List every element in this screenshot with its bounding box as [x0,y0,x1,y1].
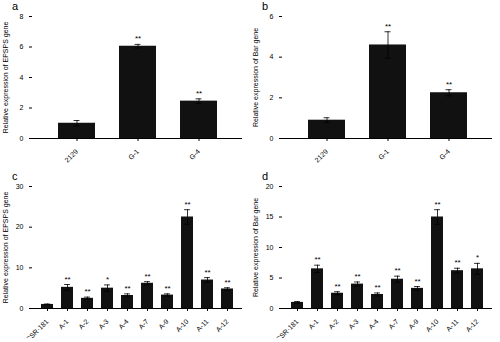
svg-text:A-11: A-11 [195,318,210,333]
html-text:b: b [262,0,269,12]
svg-text:8: 8 [20,13,24,20]
svg-text:4: 4 [20,74,24,81]
svg-text:A-7: A-7 [387,318,400,331]
svg-text:**: ** [224,278,230,287]
svg-text:0: 0 [270,135,274,142]
svg-text:CSR·181: CSR·181 [24,318,49,342]
svg-text:**: ** [135,34,141,43]
svg-text:A-4: A-4 [367,318,380,331]
svg-text:A-11: A-11 [445,318,460,333]
svg-text:**: ** [434,200,440,209]
svg-text:2129: 2129 [63,148,79,164]
svg-text:10: 10 [16,264,24,271]
svg-text:**: ** [196,89,202,98]
svg-text:A-1: A-1 [307,318,320,331]
svg-text:A-2: A-2 [327,318,340,331]
svg-text:**: ** [394,266,400,275]
svg-text:**: ** [64,275,70,284]
svg-text:4: 4 [270,53,274,60]
html-text:a: a [12,0,19,12]
svg-text:6: 6 [270,13,274,20]
svg-text:G-1: G-1 [377,148,390,161]
svg-text:A-10: A-10 [424,318,439,333]
html-text:d: d [262,170,269,182]
svg-text:Relative expression of EPSPS g: Relative expression of EPSPS gene [2,192,10,304]
svg-text:Relative expression of Bar gen: Relative expression of Bar gene [252,198,260,297]
svg-text:**: ** [144,272,150,281]
svg-text:*: * [106,275,109,284]
svg-text:**: ** [84,287,90,296]
svg-text:A-10: A-10 [174,318,189,333]
svg-text:**: ** [124,284,130,293]
svg-text:15: 15 [266,213,274,220]
svg-text:Relative expression of EPSPS g: Relative expression of EPSPS gene [2,22,10,134]
svg-text:G-4: G-4 [438,148,451,161]
svg-text:2: 2 [20,104,24,111]
svg-text:A-3: A-3 [347,318,360,331]
svg-text:A-3: A-3 [97,318,110,331]
svg-text:**: ** [164,284,170,293]
svg-text:10: 10 [266,244,274,251]
svg-text:20: 20 [266,183,274,190]
svg-text:2129: 2129 [313,148,329,164]
svg-text:2: 2 [270,94,274,101]
svg-text:A-7: A-7 [137,318,150,331]
svg-text:0: 0 [270,305,274,312]
svg-text:**: ** [334,282,340,291]
svg-text:**: ** [354,272,360,281]
svg-text:A-9: A-9 [407,318,420,331]
svg-text:A-12: A-12 [464,318,479,333]
svg-text:20: 20 [16,223,24,230]
svg-text:0: 0 [20,135,24,142]
svg-text:G-4: G-4 [188,148,201,161]
svg-text:6: 6 [20,43,24,50]
svg-text:0: 0 [20,305,24,312]
svg-text:**: ** [314,255,320,264]
svg-text:A-9: A-9 [157,318,170,331]
svg-text:**: ** [446,80,452,89]
html-text:c: c [12,170,18,182]
svg-text:30: 30 [16,183,24,190]
svg-text:A-4: A-4 [117,318,130,331]
svg-text:**: ** [204,268,210,277]
svg-text:5: 5 [270,274,274,281]
svg-text:**: ** [414,277,420,286]
svg-text:**: ** [454,258,460,267]
svg-text:Relative expression of Bar gen: Relative expression of Bar gene [252,28,260,127]
svg-text:CSR·181: CSR·181 [274,318,299,342]
svg-text:**: ** [374,283,380,292]
svg-text:**: ** [385,22,391,31]
svg-text:**: ** [184,200,190,209]
svg-text:G-1: G-1 [127,148,140,161]
svg-text:A-12: A-12 [214,318,229,333]
svg-text:*: * [476,253,479,262]
svg-text:A-2: A-2 [77,318,90,331]
svg-text:A-1: A-1 [57,318,70,331]
